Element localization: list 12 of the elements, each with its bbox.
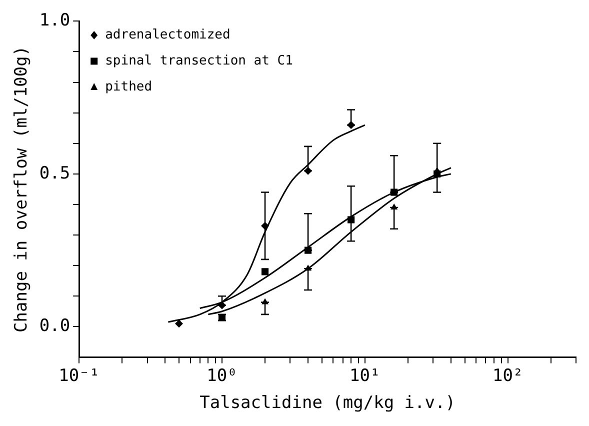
x-tick-label: 10¹ [350,366,380,386]
y-tick-label: 0.5 [39,163,70,184]
x-tick-label: 10⁰ [206,366,238,386]
legend-label: pithed [105,80,152,95]
x-axis-title: Talsaclidine (mg/kg i.v.) [200,393,456,414]
y-tick-label: 0.0 [39,316,70,336]
x-tick-label: 10² [492,366,524,386]
legend-label: adrenalectomized [105,28,230,43]
x-tick-label: 10⁻¹ [58,366,100,386]
y-tick-label: 1.0 [39,10,70,31]
y-axis-title: Change in overflow (ml/100g) [12,46,32,332]
legend-label: spinal transection at C1 [105,54,293,69]
